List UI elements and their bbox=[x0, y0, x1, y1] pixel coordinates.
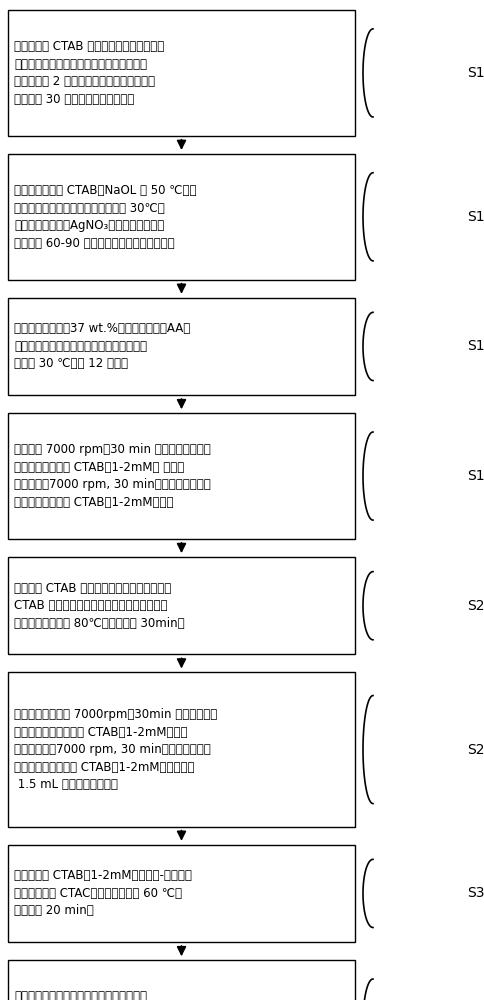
Text: S21: S21 bbox=[466, 743, 484, 757]
Text: 将对应低浓度的 CTAB、NaOL 在 50 ℃下溶
解于另一瓶中作为生长溶液，冷却至 30℃左
右再加入硝酸银（AgNO₃）、氯金酸。在室
温下搅拌 60-9: 将对应低浓度的 CTAB、NaOL 在 50 ℃下溶 解于另一瓶中作为生长溶液，… bbox=[14, 184, 196, 250]
Bar bbox=[8, 960, 354, 1000]
Text: 取出分散在 CTAB（1-2mM）中的金-铂产物，
加入相应量的 CTAC，混合均匀置于 60 ℃水
浴下加热 20 min。: 取出分散在 CTAB（1-2mM）中的金-铂产物， 加入相应量的 CTAC，混合… bbox=[14, 869, 192, 917]
Text: 将产物在 7000 rpm，30 min 条件下离心。去除
上层清液之后加入 CTAB（1-2mM） 再进行
二次离心（7000 rpm, 30 min）。去除: 将产物在 7000 rpm，30 min 条件下离心。去除 上层清液之后加入 C… bbox=[14, 443, 211, 509]
Text: S12: S12 bbox=[466, 339, 484, 353]
Text: 依次加入浓盐酸（37 wt.%）、抗坏血酸（AA）
与种子溶液。并用磁力搅拌器剧烈搅拌，之
后恒温 30 ℃静置 12 小时。: 依次加入浓盐酸（37 wt.%）、抗坏血酸（AA） 与种子溶液。并用磁力搅拌器剧… bbox=[14, 322, 190, 370]
Text: S20: S20 bbox=[466, 599, 484, 613]
Text: S13: S13 bbox=[466, 469, 484, 483]
Bar bbox=[8, 557, 354, 654]
Text: 用注射泵向上述所得溶液同时添加硝酸银溶
液和用 CTAC 制备的抗坏血酸溶液，控制添加
速率；然后在 60 度水浴下加热 2 小时。然后
将产物离心 2 次，测: 用注射泵向上述所得溶液同时添加硝酸银溶 液和用 CTAC 制备的抗坏血酸溶液，控… bbox=[14, 990, 171, 1000]
Bar bbox=[8, 672, 354, 827]
Text: 将一定量的 CTAB 与氯金酸混合，再加入冰
水混合物配制而成的硼氢化钠，经磁力搅拌
器剧烈搅拌 2 分钟后溶液由金黄色变成棕黄
色。静置 30 分钟，此为种子: 将一定量的 CTAB 与氯金酸混合，再加入冰 水混合物配制而成的硼氢化钠，经磁力… bbox=[14, 40, 164, 106]
Text: S11: S11 bbox=[466, 210, 484, 224]
Text: 取出上述产物，在 7000rpm，30min 条件下离心。
去除上层清液之后加入 CTAB（1-2mM）再进
行二次离心（7000 rpm, 30 min）。去: 取出上述产物，在 7000rpm，30min 条件下离心。 去除上层清液之后加入… bbox=[14, 708, 217, 791]
Text: S10: S10 bbox=[466, 66, 484, 80]
Bar bbox=[8, 10, 354, 136]
Bar bbox=[8, 298, 354, 395]
Text: S30: S30 bbox=[466, 886, 484, 900]
Text: 取分散在 CTAB 中的金纳米棒，加入对应量的
CTAB 溶液，硝酸银溶液，四氯铂酸钾溶液，
混合均匀，然后在 80℃水浴下加热 30min。: 取分散在 CTAB 中的金纳米棒，加入对应量的 CTAB 溶液，硝酸银溶液，四氯… bbox=[14, 582, 184, 630]
Bar bbox=[8, 413, 354, 539]
Bar bbox=[8, 154, 354, 280]
Bar bbox=[8, 845, 354, 942]
